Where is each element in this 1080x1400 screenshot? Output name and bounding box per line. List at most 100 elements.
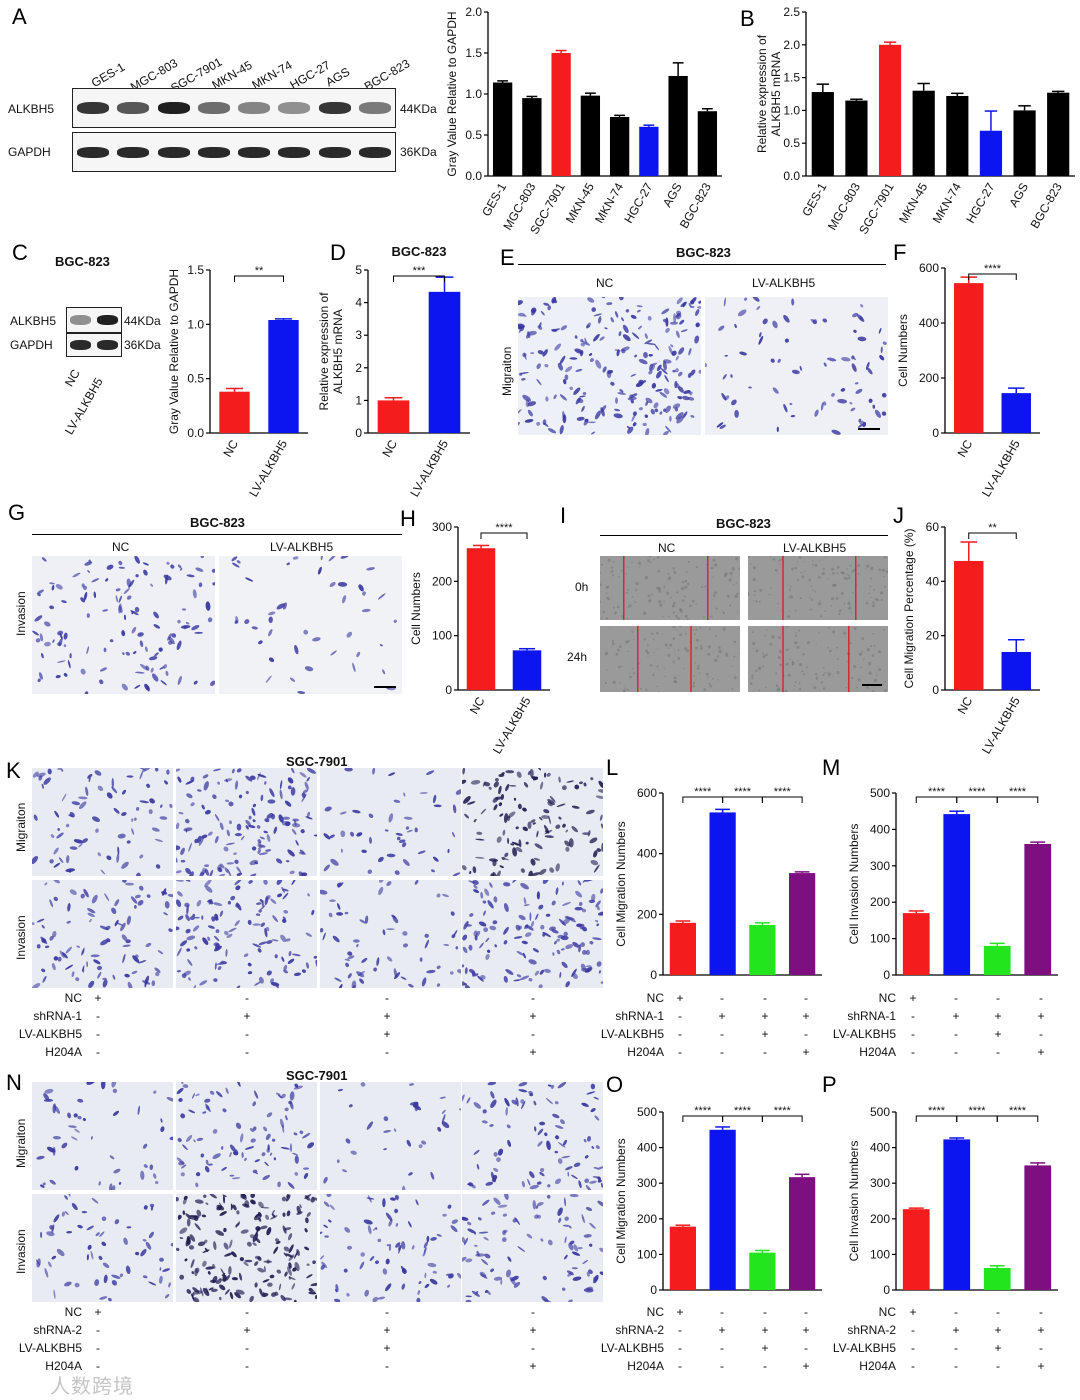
y-axis-label: Cell Migration Numbers — [614, 821, 628, 946]
condition-sign: - — [96, 1359, 100, 1373]
micrograph-image — [320, 1082, 461, 1190]
condition-sign: + — [1037, 1009, 1045, 1023]
bar — [946, 95, 969, 176]
blot-row-label: ALKBH5 — [10, 314, 57, 328]
condition-sign: - — [911, 1009, 915, 1023]
condition-sign: - — [954, 1359, 958, 1373]
stained-cells — [176, 880, 317, 988]
condition-label: NC — [878, 991, 896, 1005]
column-label: LV-ALKBH5 — [270, 540, 334, 554]
condition-sign: + — [761, 1341, 769, 1355]
condition-label: shRNA-2 — [847, 1323, 896, 1337]
significance-bracket — [996, 1115, 1039, 1122]
panel-letter-f: F — [893, 240, 907, 265]
bar — [1013, 110, 1036, 176]
y-tick-label: 0 — [883, 1283, 890, 1297]
significance-bracket — [968, 532, 1017, 539]
significance-label: *** — [413, 265, 427, 277]
y-axis-label: Cell Invasion Numbers — [847, 824, 861, 945]
x-tick-label: NC — [955, 437, 976, 459]
y-tick-label: 0 — [355, 426, 362, 440]
panel-letter-l: L — [606, 755, 619, 780]
bar — [983, 1267, 1011, 1290]
stained-cells — [320, 1082, 461, 1190]
y-tick-label: 300 — [870, 1176, 890, 1190]
bar — [789, 873, 816, 975]
cell-line-title: BGC-823 — [190, 515, 245, 530]
condition-sign: - — [96, 1027, 100, 1041]
row-label: 0h — [575, 580, 589, 594]
wound-field — [748, 626, 888, 692]
significance-bracket — [393, 275, 445, 282]
bar — [268, 319, 299, 433]
condition-label: H204A — [859, 1045, 896, 1059]
blot-band — [358, 146, 391, 158]
stained-cells — [705, 297, 888, 435]
blot-image-gapdh — [72, 132, 396, 172]
significance-label: **** — [1009, 786, 1027, 798]
header-rule — [518, 264, 886, 265]
micrograph-image — [176, 1082, 317, 1190]
condition-sign: - — [245, 1359, 249, 1373]
row-label: 24h — [567, 650, 588, 664]
bar-chart-l: 0 200 400 600 Cell Migration Numbers **** ****… — [614, 786, 822, 982]
x-tick-label: LV-ALKBH5 — [979, 437, 1023, 499]
blot-row-label: GAPDH — [10, 338, 53, 352]
micrograph-image — [462, 768, 603, 876]
y-tick-label: 300 — [637, 1176, 657, 1190]
y-tick-label: 1.5 — [187, 263, 204, 277]
condition-sign: - — [1039, 1305, 1043, 1319]
scratch-image — [600, 556, 740, 620]
bar — [979, 130, 1003, 176]
significance-label: **** — [968, 786, 986, 798]
condition-sign: - — [720, 1027, 724, 1041]
condition-sign: - — [911, 1359, 915, 1373]
condition-sign: - — [531, 1341, 535, 1355]
bar-chart-o: 0 100 200 300 400 500 Cell Migration Numbers **… — [614, 1105, 822, 1297]
x-tick-label: GES-1 — [799, 180, 829, 218]
bar — [522, 98, 542, 176]
condition-sign: - — [678, 1341, 682, 1355]
stained-cells — [32, 1194, 173, 1302]
bar — [697, 111, 718, 176]
condition-sign: - — [954, 1341, 958, 1355]
condition-sign: - — [385, 1045, 389, 1059]
significance-label: ** — [255, 265, 264, 277]
significance-label: **** — [984, 263, 1002, 275]
x-tick-label: MGC-803 — [825, 180, 863, 232]
condition-sign: - — [954, 1305, 958, 1319]
stained-cells — [32, 1082, 173, 1190]
condition-label: H204A — [45, 1045, 82, 1059]
y-axis-label: Cell Numbers — [409, 572, 423, 645]
condition-label: shRNA-1 — [847, 1009, 896, 1023]
stained-cells — [176, 1082, 317, 1190]
condition-sign: - — [720, 991, 724, 1005]
bar — [580, 95, 601, 176]
significance-bracket — [996, 796, 1039, 803]
y-axis-label: Gray Value Relative to GAPDH — [445, 11, 459, 176]
blot-band — [157, 102, 190, 114]
micrograph-image — [320, 768, 461, 876]
condition-label: NC — [64, 991, 82, 1005]
significance-label: **** — [734, 786, 752, 798]
condition-sign: - — [996, 1045, 1000, 1059]
bar — [1047, 92, 1070, 176]
condition-sign: - — [804, 991, 808, 1005]
y-tick-label: 1.5 — [465, 46, 482, 60]
condition-sign: + — [529, 1009, 537, 1023]
y-tick-label: 100 — [870, 1247, 890, 1261]
blot-band — [96, 340, 119, 350]
micrograph-image — [320, 880, 461, 988]
condition-sign: + — [383, 1323, 391, 1337]
condition-sign: - — [678, 1027, 682, 1041]
y-tick-label: 400 — [637, 847, 657, 861]
cell-line-title: SGC-7901 — [286, 1068, 348, 1083]
condition-sign: - — [954, 991, 958, 1005]
bar — [749, 924, 776, 975]
condition-sign: - — [531, 1027, 535, 1041]
blot-band — [197, 146, 230, 158]
condition-sign: - — [954, 1027, 958, 1041]
bar — [669, 1226, 696, 1290]
